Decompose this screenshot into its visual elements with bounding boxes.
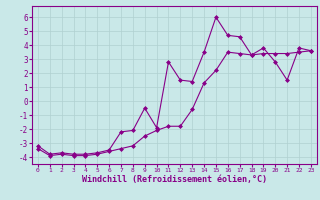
X-axis label: Windchill (Refroidissement éolien,°C): Windchill (Refroidissement éolien,°C) [82,175,267,184]
